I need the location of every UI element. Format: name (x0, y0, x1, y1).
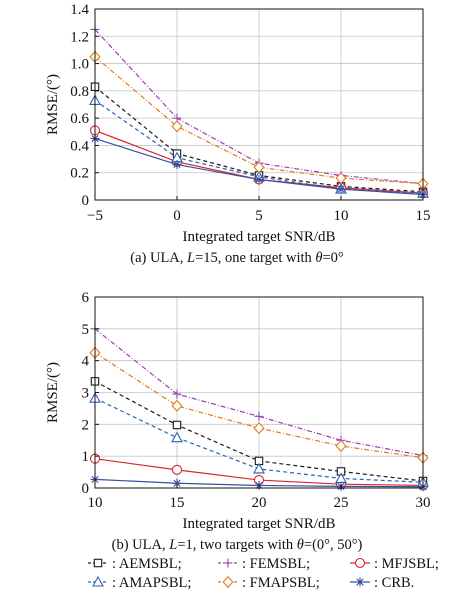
y-tick-label: 0.4 (70, 138, 89, 154)
y-tick-label: 0.6 (70, 111, 89, 127)
y-axis-label: RMSE/(°) (45, 74, 61, 135)
series-line-fmapsbl (94, 56, 424, 185)
legend-marker-amapsbl (92, 575, 104, 587)
y-tick-label: 4 (82, 354, 90, 370)
data-point-crb (254, 175, 264, 185)
legend-label-femsbl: : FEMSBL; (242, 556, 310, 572)
x-tick-label: 15 (170, 495, 185, 511)
data-point-fmapsbl (335, 439, 347, 453)
y-tick-label: 5 (82, 322, 90, 338)
y-tick-label: 0 (82, 193, 90, 209)
legend: : AEMSBL; : FEMSBL; : MFJSBL; : AMAPSBL; : F… (88, 556, 439, 591)
legend-label-aemsbl: : AEMSBL; (112, 556, 182, 572)
legend-marker-crb (355, 577, 365, 587)
caption-part: =1, two targets with (177, 537, 296, 553)
legend-marker-aemsbl (93, 558, 103, 568)
legend-label-mfjsbl: : MFJSBL; (374, 556, 439, 572)
x-tick-label: 10 (88, 495, 103, 511)
y-tick-label: 0.8 (70, 84, 89, 100)
legend-marker-fmapsbl (222, 575, 234, 589)
data-point-amapsbl (171, 431, 183, 443)
x-tick-label: 5 (255, 208, 263, 224)
chart-caption-a: (a) ULA, L=15, one target with θ=0° (130, 250, 344, 266)
y-tick-label: 0.2 (70, 166, 89, 182)
chart-b: 0 1 2 3 4 5 6 10 15 20 25 30 RMSE/(°) Integrated targ… (45, 290, 431, 532)
x-tick-label: 0 (173, 208, 181, 224)
x-tick-label: 10 (334, 208, 349, 224)
data-point-mfjsbl (171, 464, 183, 475)
data-point-aemsbl (172, 420, 182, 430)
caption-part: θ (315, 250, 322, 266)
data-point-fmapsbl (171, 399, 183, 412)
y-tick-label: 1.0 (70, 57, 89, 73)
data-point-femsbl (172, 389, 182, 399)
caption-part: (b) ULA, (112, 537, 170, 553)
caption-part: θ (297, 537, 304, 553)
legend-marker-mfjsbl (354, 557, 366, 569)
data-point-crb (172, 160, 182, 170)
caption-part: L (186, 250, 195, 266)
y-tick-label: 6 (82, 290, 90, 306)
data-point-fmapsbl (171, 120, 183, 133)
x-tick-label: 30 (416, 495, 431, 511)
x-tick-label: 20 (252, 495, 267, 511)
x-tick-label: 25 (334, 495, 349, 511)
y-tick-label: 0 (82, 481, 90, 497)
data-point-fmapsbl (253, 161, 265, 174)
x-tick-label: 15 (416, 208, 431, 224)
data-point-amapsbl (253, 462, 265, 474)
y-tick-label: 1 (82, 449, 90, 465)
y-tick-label: 2 (82, 417, 90, 433)
y-axis-label: RMSE/(°) (45, 362, 61, 423)
legend-label-crb: : CRB. (374, 575, 414, 591)
data-point-femsbl (254, 411, 264, 421)
data-point-fmapsbl (335, 172, 347, 185)
y-tick-label: 3 (82, 386, 90, 402)
y-tick-label: 1.4 (70, 2, 89, 18)
x-axis-label: Integrated target SNR/dB (182, 516, 335, 532)
data-point-fmapsbl (253, 422, 265, 435)
chart-a: 00.20.40.60.81.01.21.4−5 0 5 10 15RMSE/(°)In… (45, 2, 431, 245)
series-line-femsbl (94, 328, 424, 457)
y-tick-label: 1.2 (70, 29, 89, 45)
legend-label-fmapsbl: : FMAPSBL; (242, 575, 320, 591)
legend-marker-femsbl (223, 558, 233, 568)
caption-part: =15, one target with (195, 250, 315, 266)
chart-caption-b: (b) ULA, L=1, two targets with θ=(0°, 50… (112, 537, 363, 553)
caption-part: =0° (323, 250, 344, 266)
legend-label-amapsbl: : AMAPSBL; (112, 575, 191, 591)
x-axis-label: Integrated target SNR/dB (182, 229, 335, 245)
x-tick-label: −5 (87, 208, 103, 224)
caption-part: =(0°, 50°) (304, 537, 363, 553)
data-point-crb (336, 184, 346, 194)
caption-part: (a) ULA, (130, 250, 187, 266)
caption-part: L (168, 537, 177, 553)
data-point-crb (172, 478, 182, 488)
